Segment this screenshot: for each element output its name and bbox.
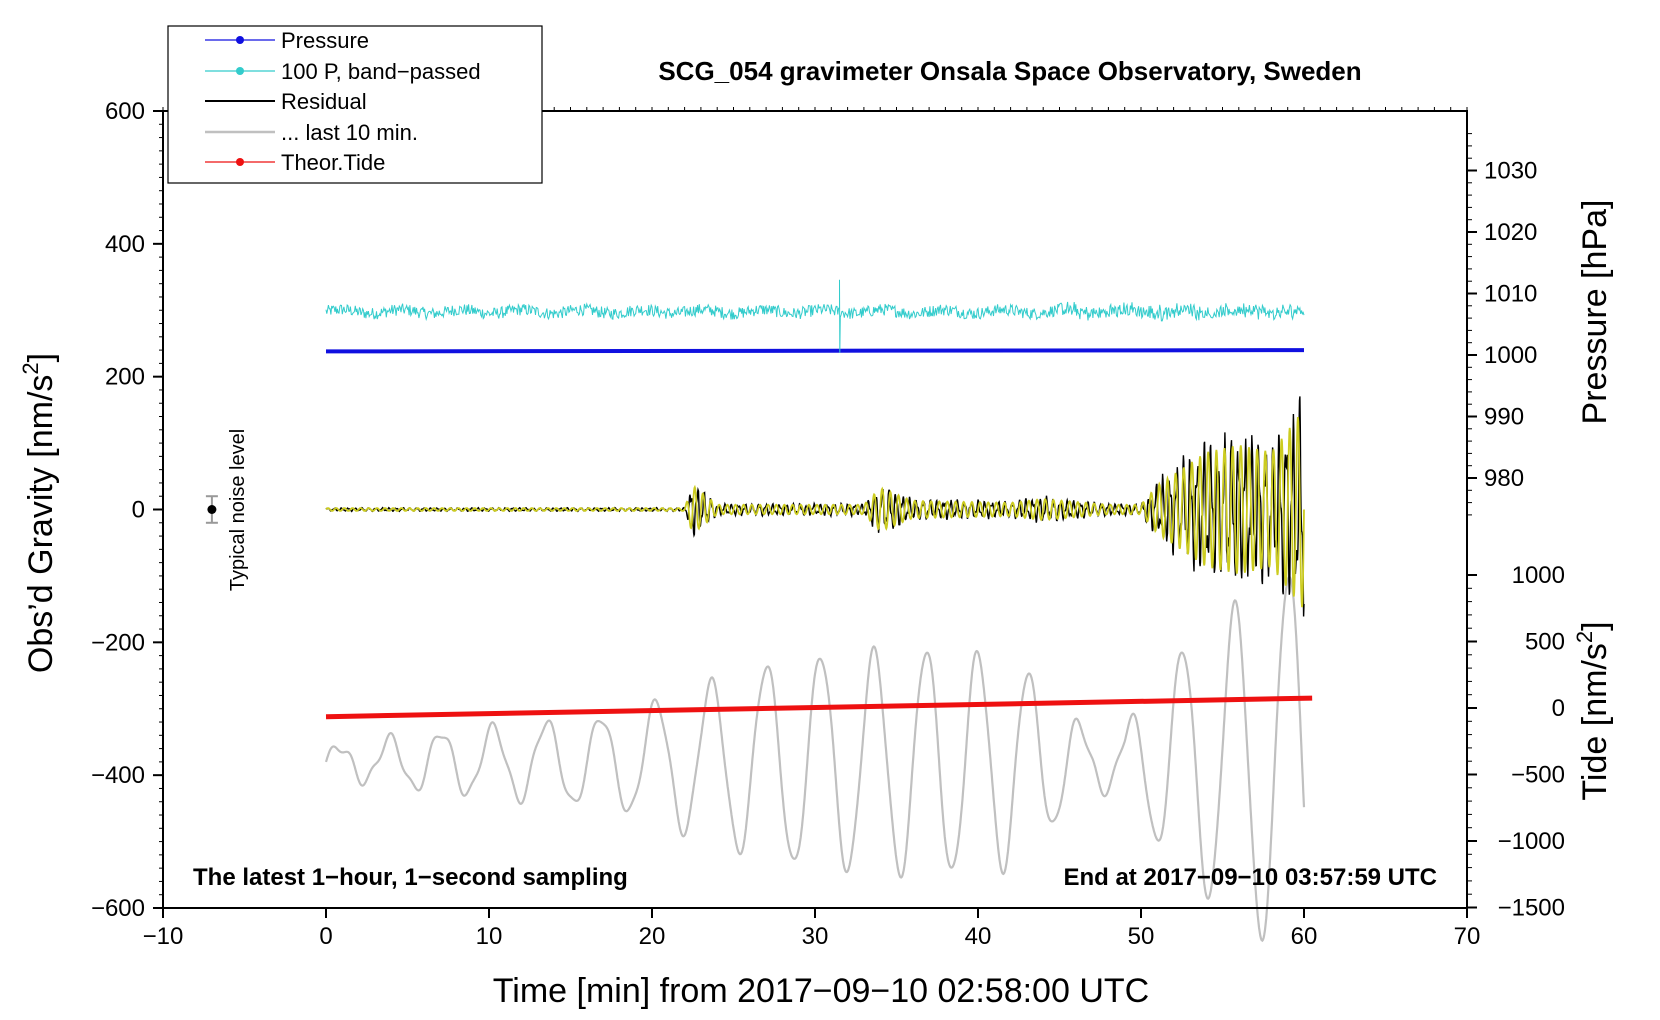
x-tick-label: 60 <box>1291 923 1318 950</box>
y-axis-label-tide: Tide [nm/s2] <box>1572 621 1614 800</box>
y-tick-label: 400 <box>105 231 145 258</box>
legend-label-last10: ... last 10 min. <box>281 120 418 145</box>
pressure-tick-label: 1020 <box>1484 219 1537 246</box>
chart-title: SCG_054 gravimeter Onsala Space Observat… <box>658 56 1361 86</box>
series-band-passed-residual <box>325 417 1305 608</box>
x-tick-label: 0 <box>319 923 332 950</box>
x-tick-label: 10 <box>476 923 503 950</box>
legend-item-residual: Residual <box>205 89 367 114</box>
legend-label-residual: Residual <box>281 89 367 114</box>
legend-marker-bandpassed <box>236 67 244 75</box>
legend-label-tide: Theor.Tide <box>281 150 385 175</box>
x-tick-label: 30 <box>802 923 829 950</box>
series-last-10-min <box>324 575 1306 943</box>
y-tick-label: −600 <box>91 895 145 922</box>
x-tick-label: 70 <box>1454 923 1481 950</box>
legend-item-last10: ... last 10 min. <box>205 120 418 145</box>
x-tick-label: −10 <box>143 923 184 950</box>
series-pressure <box>325 348 1305 354</box>
annotation-latest-hour: The latest 1−hour, 1−second sampling <box>193 864 628 891</box>
y-tick-label: −200 <box>91 629 145 656</box>
pressure-tick-label: 1010 <box>1484 281 1537 308</box>
tide-tick-label: 1000 <box>1512 562 1565 589</box>
pressure-tick-label: 1000 <box>1484 342 1537 369</box>
noise-level-point <box>207 505 217 514</box>
legend-marker-pressure <box>236 36 244 44</box>
x-tick-label: 50 <box>1128 923 1155 950</box>
tide-tick-label: 0 <box>1552 695 1565 722</box>
tide-tick-label: −1000 <box>1498 828 1565 855</box>
annotation-end-time: End at 2017−09−10 03:57:59 UTC <box>1063 864 1437 891</box>
legend-box <box>167 25 543 184</box>
y-tick-label: 0 <box>132 497 145 524</box>
pressure-tick-label: 980 <box>1484 465 1524 492</box>
legend-marker-tide <box>236 158 244 166</box>
pressure-tick-label: 1030 <box>1484 158 1537 185</box>
series-band-passed <box>325 279 1305 353</box>
legend-item-pressure: Pressure <box>205 28 369 53</box>
legend-item-bandpassed: 100 P, band−passed <box>205 59 481 84</box>
x-axis-label: Time [min] from 2017−09−10 02:58:00 UTC <box>493 972 1149 1010</box>
noise-level-label: Typical noise level <box>227 429 249 591</box>
legend-item-tide: Theor.Tide <box>205 150 385 175</box>
y-tick-label: 600 <box>105 98 145 125</box>
tide-tick-label: 500 <box>1525 629 1565 656</box>
pressure-tick-label: 990 <box>1484 404 1524 431</box>
x-tick-label: 20 <box>639 923 666 950</box>
series-theor-tide <box>325 695 1313 720</box>
legend-label-pressure: Pressure <box>281 28 369 53</box>
plot-area <box>205 279 1313 943</box>
axes: −10 0 10 20 30 40 50 60 70−600−400−2000200400600… <box>91 98 1565 950</box>
tide-tick-label: −500 <box>1511 762 1565 789</box>
y-tick-label: 200 <box>105 364 145 391</box>
y-tick-label: −400 <box>91 762 145 789</box>
x-tick-label: 40 <box>965 923 992 950</box>
y-axis-label-gravity: Obs’d Gravity [nm/s2] <box>18 353 60 673</box>
legend-label-bandpassed: 100 P, band−passed <box>281 59 481 84</box>
tide-tick-label: −1500 <box>1498 895 1565 922</box>
y-axis-label-pressure: Pressure [hPa] <box>1576 200 1614 425</box>
legend: Pressure 100 P, band−passed Residual ...… <box>167 25 543 184</box>
